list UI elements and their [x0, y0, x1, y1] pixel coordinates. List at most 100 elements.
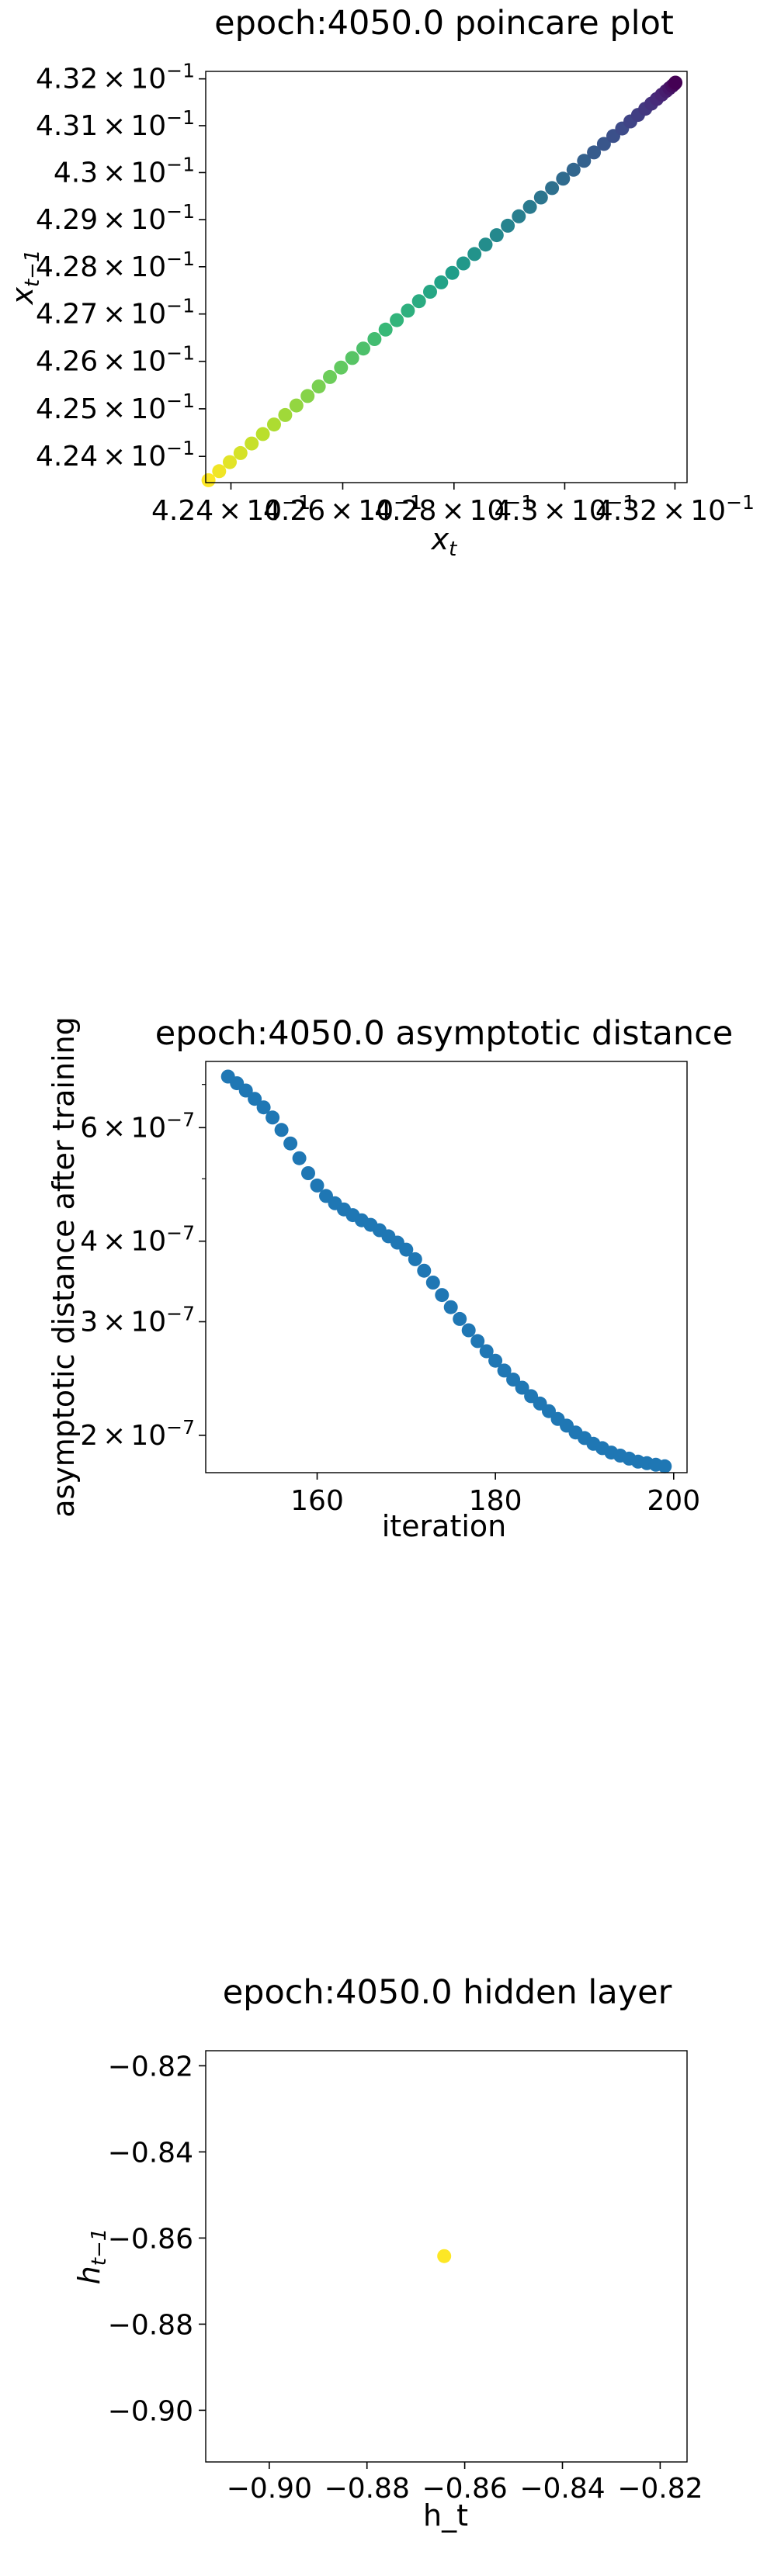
chart1-point [522, 199, 537, 214]
chart2-y-label: asymptotic distance after training [47, 1016, 81, 1518]
chart3-title: epoch:4050.0 hidden layer [223, 1973, 672, 2012]
chart1-y-label: xt−1 [5, 249, 44, 305]
chart1-y-tick-label: 4.3 × 10−1 [54, 153, 195, 189]
chart1-point [512, 209, 526, 223]
chart1-title: epoch:4050.0 poincare plot [214, 4, 674, 43]
asymptotic-distance-chart: epoch:4050.0 asymptotic distance 2 × 10−7 3… [47, 1014, 733, 1543]
chart1-point [545, 181, 560, 196]
chart2-frame [205, 1061, 688, 1473]
chart2-x-ticks: 160 180 200 [290, 1473, 700, 1517]
chart1-point [201, 473, 216, 487]
chart1-point [668, 75, 683, 90]
chart1-y-tick-label: 4.26 × 10−1 [36, 342, 195, 378]
chart3-frame [205, 2050, 688, 2463]
chart1-x-label: xt [431, 522, 458, 559]
chart3-x-tick-label: −0.84 [519, 2473, 605, 2505]
chart1-y-tick-label: 4.31 × 10−1 [36, 106, 195, 142]
chart2-point [488, 1353, 503, 1368]
chart1-y-tick-label: 4.28 × 10−1 [36, 248, 195, 283]
chart3-y-tick-label: −0.84 [108, 2137, 193, 2169]
chart3-y-tick-label: −0.86 [108, 2223, 193, 2255]
chart2-point [399, 1242, 414, 1257]
chart2-point [453, 1311, 467, 1326]
chart2-point [425, 1276, 440, 1290]
poincare-plot-chart: epoch:4050.0 poincare plot 4.24 × 10−1 4.25… [5, 4, 755, 559]
chart2-point [256, 1100, 271, 1115]
chart1-point [255, 427, 270, 441]
chart1-y-tick-label: 4.29 × 10−1 [36, 200, 195, 236]
chart1-point [367, 332, 382, 346]
chart1-point [212, 464, 227, 479]
chart1-point [533, 190, 548, 205]
chart2-point [248, 1092, 262, 1106]
chart2-points [220, 1069, 672, 1473]
chart2-y-tick-label: 6 × 10−7 [80, 1108, 195, 1144]
chart3-y-tick-label: −0.90 [108, 2395, 193, 2427]
chart1-y-tick-label: 4.25 × 10−1 [36, 390, 195, 425]
chart1-x-tick-label: 4.32 × 10−1 [595, 491, 755, 527]
chart2-point [515, 1380, 529, 1395]
chart3-points [437, 2249, 452, 2263]
chart3-x-ticks: −0.90 −0.88 −0.86 −0.84 −0.82 [227, 2462, 703, 2505]
chart1-point [489, 228, 504, 243]
chart2-title: epoch:4050.0 asymptotic distance [155, 1014, 733, 1053]
chart1-point [401, 303, 415, 318]
chart3-x-label: h_t [423, 2498, 468, 2533]
chart1-point [300, 389, 315, 403]
chart1-x-tick-label: 4.24 × 10−1 [151, 491, 311, 527]
chart3-x-tick-label: −0.82 [617, 2473, 703, 2505]
chart1-point [587, 145, 602, 160]
chart3-x-tick-label: −0.88 [324, 2473, 410, 2505]
chart1-y-tick-label: 4.32 × 10−1 [36, 60, 195, 95]
hidden-layer-chart: epoch:4050.0 hidden layer −0.82−0.84−0.8… [72, 1973, 703, 2533]
chart2-y-tick-label: 4 × 10−7 [80, 1222, 195, 1258]
chart1-y-tick-label: 4.24 × 10−1 [36, 437, 195, 473]
chart2-point [443, 1300, 458, 1314]
chart2-x-tick-label: 200 [647, 1485, 700, 1517]
chart3-y-ticks: −0.82 −0.84 −0.86 −0.88 −0.90 [108, 2051, 206, 2427]
chart1-point [467, 247, 482, 261]
chart1-point [501, 218, 515, 233]
chart1-point [577, 154, 592, 168]
chart2-point [266, 1110, 280, 1125]
chart2-point [435, 1288, 449, 1303]
chart1-point [323, 369, 337, 384]
chart3-x-tick-label: −0.86 [422, 2473, 507, 2505]
chart2-point [408, 1252, 422, 1266]
chart1-point [411, 294, 426, 309]
chart2-point [238, 1083, 253, 1098]
chart1-frame [205, 71, 688, 483]
chart2-y-ticks: 2 × 10−7 3 × 10−7 4 × 10−7 6 × 10−7 [80, 1084, 206, 1452]
chart3-x-tick-label: −0.90 [227, 2473, 312, 2505]
chart1-x-ticks: 4.24 × 10−14.26 × 10−14.28 × 10−14.3 × 10−14.32 ×… [151, 483, 755, 527]
chart1-y-ticks: 4.24 × 10−1 4.25 × 10−1 4.26 × 10−1 4.27 × 10−1 4.28… [36, 60, 206, 473]
chart1-point [423, 285, 437, 299]
chart1-point [556, 171, 571, 186]
chart1-points [201, 75, 683, 487]
chart1-point [445, 265, 460, 280]
chart2-x-tick-label: 160 [290, 1485, 344, 1517]
chart3-y-tick-label: −0.82 [108, 2051, 193, 2083]
chart1-point [478, 237, 493, 252]
chart1-point [233, 445, 248, 460]
chart2-y-tick-label: 2 × 10−7 [80, 1416, 195, 1452]
chart1-x-tick-label: 4.28 × 10−1 [374, 491, 533, 527]
chart2-point [658, 1459, 672, 1473]
chart3-y-tick-label: −0.88 [108, 2309, 193, 2341]
chart1-point [223, 455, 237, 469]
chart3-y-label: ht−1 [72, 2228, 111, 2285]
chart2-point [461, 1323, 476, 1338]
chart2-point [417, 1263, 432, 1278]
chart1-point [345, 351, 359, 365]
chart2-point [283, 1136, 298, 1151]
chart2-point [470, 1334, 485, 1349]
chart2-point [310, 1178, 324, 1193]
chart2-x-label: iteration [382, 1509, 507, 1543]
chart3-point [437, 2249, 452, 2263]
chart1-point [434, 275, 449, 289]
chart2-point [506, 1373, 521, 1387]
chart1-point [596, 137, 611, 151]
chart2-point [292, 1151, 307, 1165]
chart1-point [390, 313, 404, 327]
chart2-x-tick-label: 180 [469, 1485, 522, 1517]
